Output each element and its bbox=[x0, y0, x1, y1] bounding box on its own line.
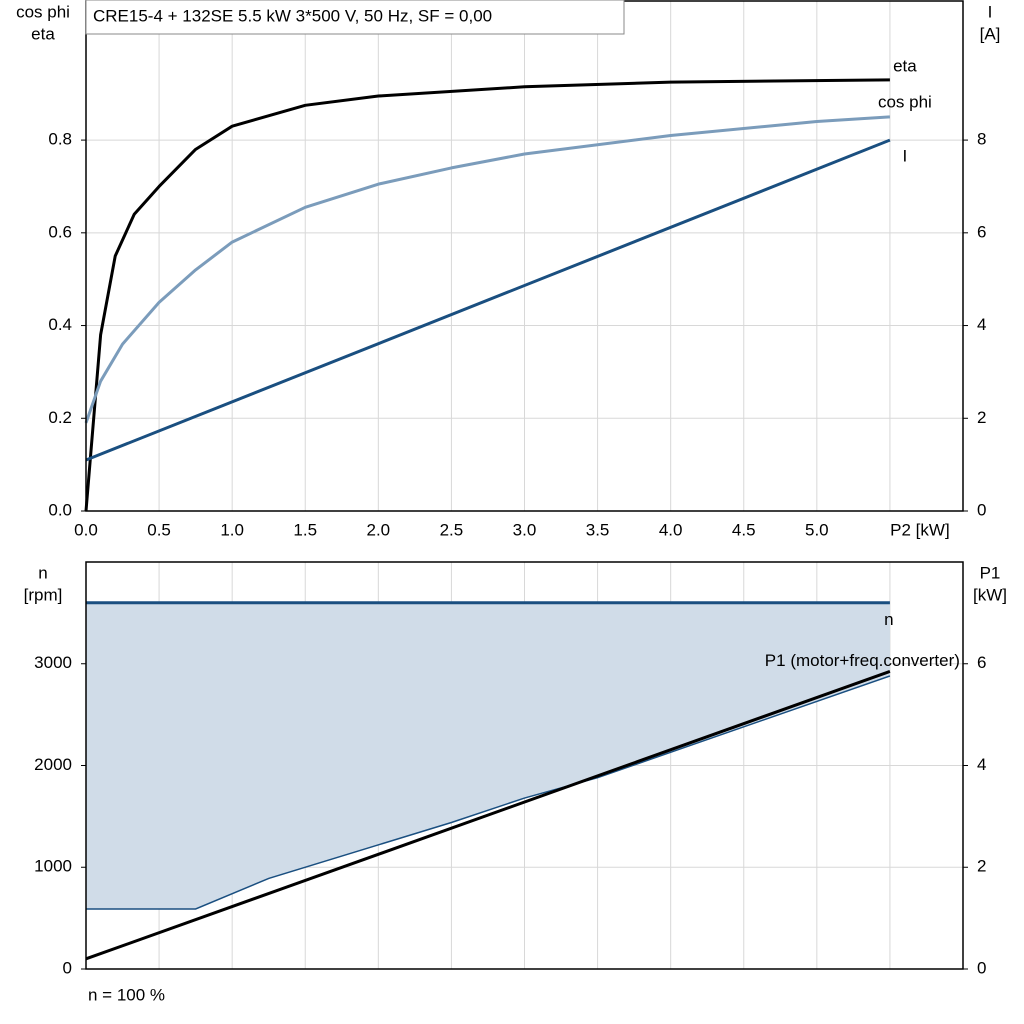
y2-tick-label: 6 bbox=[977, 222, 986, 241]
range-area bbox=[86, 602, 890, 909]
footnote: n = 100 % bbox=[88, 985, 165, 1004]
x-tick-label: 2.5 bbox=[440, 520, 464, 539]
y2-tick-label: 4 bbox=[977, 755, 986, 774]
title-box bbox=[85, 0, 625, 35]
y2-axis-label: [A] bbox=[980, 24, 1001, 43]
chart-title: CRE15-4 + 132SE 5.5 kW 3*500 V, 50 Hz, S… bbox=[93, 6, 492, 25]
x-tick-label: 1.0 bbox=[220, 520, 244, 539]
series-line bbox=[85, 138, 891, 462]
x-tick-label: 2.0 bbox=[367, 520, 391, 539]
y-axis-label: eta bbox=[31, 24, 55, 43]
y-tick-label: 1000 bbox=[34, 857, 72, 876]
series-label: P1 (motor+freq.converter) bbox=[765, 651, 960, 670]
plot-frame bbox=[85, 561, 964, 970]
y2-tick-label: 4 bbox=[977, 315, 986, 334]
series-label: eta bbox=[893, 56, 917, 75]
series-label: cos phi bbox=[878, 92, 932, 111]
y-tick-label: 0.2 bbox=[48, 408, 72, 427]
series-line bbox=[84, 115, 891, 424]
x-tick-label: 4.0 bbox=[659, 520, 683, 539]
y-axis-label: [rpm] bbox=[24, 585, 63, 604]
y-tick-label: 2000 bbox=[34, 755, 72, 774]
y2-tick-label: 6 bbox=[977, 653, 986, 672]
y2-tick-label: 2 bbox=[977, 408, 986, 427]
y-tick-label: 0 bbox=[63, 958, 72, 977]
y-tick-label: 0.8 bbox=[48, 130, 72, 149]
y-tick-label: 0.0 bbox=[48, 500, 72, 519]
y2-axis-label: I bbox=[988, 2, 993, 21]
x-tick-label: P2 [kW] bbox=[890, 520, 950, 539]
x-tick-label: 3.0 bbox=[513, 520, 537, 539]
series-label: n bbox=[884, 610, 893, 629]
y2-tick-label: 8 bbox=[977, 130, 986, 149]
range-low-line bbox=[86, 675, 891, 910]
x-tick-label: 1.5 bbox=[293, 520, 317, 539]
y2-tick-label: 0 bbox=[977, 500, 986, 519]
y-tick-label: 0.4 bbox=[48, 315, 72, 334]
x-tick-label: 5.0 bbox=[805, 520, 829, 539]
y-axis-label: cos phi bbox=[16, 2, 70, 21]
y-tick-label: 0.6 bbox=[48, 222, 72, 241]
y2-tick-label: 2 bbox=[977, 857, 986, 876]
series-label: I bbox=[903, 147, 908, 166]
y2-axis-label: P1 bbox=[980, 563, 1001, 582]
series-line bbox=[84, 78, 890, 512]
series-line bbox=[85, 669, 891, 961]
x-tick-label: 4.5 bbox=[732, 520, 756, 539]
y-tick-label: 3000 bbox=[34, 653, 72, 672]
x-tick-label: 0.0 bbox=[74, 520, 98, 539]
x-tick-label: 0.5 bbox=[147, 520, 171, 539]
y2-axis-label: [kW] bbox=[973, 585, 1007, 604]
x-tick-label: 3.5 bbox=[586, 520, 610, 539]
y2-tick-label: 0 bbox=[977, 958, 986, 977]
y-axis-label: n bbox=[38, 563, 47, 582]
